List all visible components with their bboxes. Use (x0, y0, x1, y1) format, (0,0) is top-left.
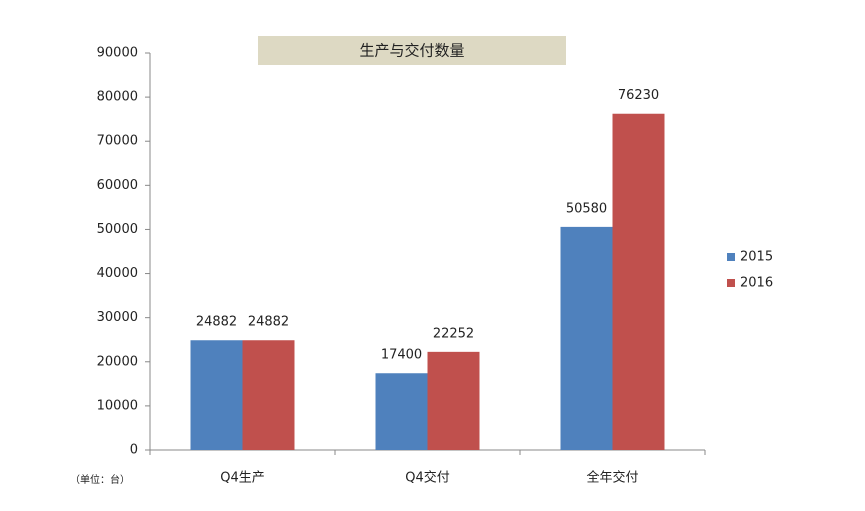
data-label: 22252 (433, 326, 474, 341)
y-tick-label: 0 (130, 443, 138, 458)
x-tick-label: Q4生产 (220, 471, 265, 486)
bar (190, 340, 243, 450)
x-tick-label: 全年交付 (586, 470, 638, 486)
bar (375, 373, 428, 450)
legend-label: 2016 (740, 276, 773, 291)
y-tick-label: 60000 (97, 178, 138, 193)
data-label: 17400 (381, 348, 422, 363)
data-label: 76230 (618, 88, 659, 103)
title-box (258, 36, 566, 65)
y-tick-label: 20000 (97, 354, 138, 369)
y-tick-label: 40000 (97, 266, 138, 281)
bar (612, 113, 665, 450)
chart-title: 生产与交付数量 (359, 42, 464, 60)
bar (427, 351, 480, 450)
x-tick-label: Q4交付 (405, 470, 450, 486)
y-tick-label: 90000 (97, 46, 138, 61)
legend-swatch (727, 279, 735, 287)
unit-note: （单位：台） (70, 473, 130, 486)
y-tick-label: 80000 (97, 90, 138, 105)
bar (242, 340, 295, 450)
y-tick-label: 10000 (97, 398, 138, 413)
y-tick-label: 50000 (97, 222, 138, 237)
legend-swatch (727, 253, 735, 261)
y-tick-label: 30000 (97, 310, 138, 325)
data-label: 24882 (248, 315, 289, 330)
y-tick-label: 70000 (97, 134, 138, 149)
data-label: 24882 (196, 315, 237, 330)
data-label: 50580 (566, 201, 607, 216)
bar (560, 226, 613, 450)
legend-label: 2015 (740, 250, 773, 265)
